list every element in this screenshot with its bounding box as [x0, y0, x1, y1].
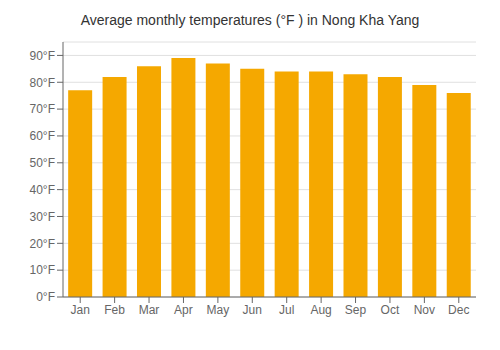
svg-text:Jun: Jun [243, 303, 262, 317]
svg-text:0°F: 0°F [36, 290, 55, 304]
svg-text:80°F: 80°F [30, 76, 55, 90]
svg-text:Aug: Aug [310, 303, 331, 317]
svg-text:10°F: 10°F [30, 263, 55, 277]
svg-text:Feb: Feb [104, 303, 125, 317]
svg-text:60°F: 60°F [30, 129, 55, 143]
svg-text:Nov: Nov [414, 303, 435, 317]
svg-text:Jan: Jan [71, 303, 90, 317]
svg-text:50°F: 50°F [30, 156, 55, 170]
svg-text:Jul: Jul [279, 303, 294, 317]
svg-text:Oct: Oct [381, 303, 400, 317]
html-text:Average monthly temperatures (: Average monthly temperatures (°F ) in No… [80, 12, 420, 28]
svg-text:40°F: 40°F [30, 183, 55, 197]
svg-text:Apr: Apr [174, 303, 193, 317]
svg-text:Mar: Mar [139, 303, 160, 317]
svg-text:70°F: 70°F [30, 102, 55, 116]
svg-text:May: May [207, 303, 230, 317]
svg-text:Dec: Dec [448, 303, 469, 317]
svg-text:Sep: Sep [345, 303, 367, 317]
svg-text:90°F: 90°F [30, 49, 55, 63]
svg-text:30°F: 30°F [30, 210, 55, 224]
svg-text:20°F: 20°F [30, 237, 55, 251]
